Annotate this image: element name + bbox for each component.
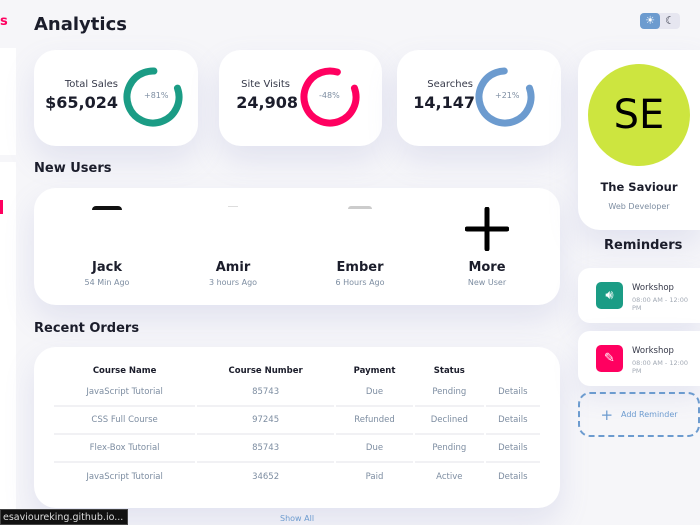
new-users-title: New Users [34, 161, 112, 176]
user-name: Ember [336, 260, 384, 275]
column-header [486, 363, 540, 379]
avatar [348, 206, 372, 209]
table-cell: Pending [415, 435, 484, 463]
details-link[interactable]: Details [485, 435, 540, 463]
recent-orders-title: Recent Orders [34, 321, 140, 336]
table-cell: JavaScript Tutorial [54, 379, 196, 407]
table-cell: CSS Full Course [54, 407, 196, 435]
table-cell: Flex-Box Tutorial [54, 435, 196, 463]
reminder-title: Workshop [632, 283, 674, 293]
details-link[interactable]: Details [485, 407, 540, 435]
status-bar-url: esavioureking.github.io... [0, 509, 129, 525]
add-reminder-label: Add Reminder [621, 410, 678, 419]
reminder-item[interactable]: 🔊︎ Workshop 08:00 AM - 12:00 PM [578, 268, 700, 323]
table-cell: Pending [415, 379, 484, 407]
avatar [228, 206, 238, 207]
table-cell: Declined [415, 407, 484, 435]
table-row: CSS Full Course 97245 Refunded Declined Deta… [54, 407, 540, 435]
orders-table: Course Name Course Number Payment Status Ja… [52, 363, 542, 491]
stat-card-site-visits: Site Visits 24,908 -48% [219, 50, 382, 146]
column-header: Status [433, 366, 465, 376]
plus-icon [465, 207, 509, 251]
stat-value: 24,908 [236, 93, 298, 112]
reminder-time: 08:00 AM - 12:00 PM [632, 359, 689, 375]
table-cell: JavaScript Tutorial [86, 472, 163, 482]
details-link[interactable]: Details [498, 472, 528, 482]
table-cell: Refunded [336, 407, 414, 435]
stat-label: Total Sales [64, 79, 118, 90]
moon-icon: ☾ [665, 14, 675, 27]
stat-value: 14,147 [413, 93, 475, 112]
profile-avatar: SE [588, 64, 690, 166]
user-time: New User [467, 278, 507, 287]
table-cell: Due [336, 379, 414, 407]
reminder-time: 08:00 AM - 12:00 PM [632, 296, 689, 312]
stat-value: $65,024 [45, 93, 118, 112]
sidebar-panel [0, 162, 16, 510]
table-cell: 85743 [197, 379, 334, 407]
sun-icon: ☀ [645, 14, 655, 27]
table-row: JavaScript Tutorial 85743 Due Pending Detail… [54, 379, 540, 407]
reminder-item[interactable]: ✎ Workshop 08:00 AM - 12:00 PM [578, 331, 700, 386]
table-cell: 34652 [252, 472, 280, 482]
stat-percent: +21% [495, 91, 520, 100]
reminder-title: Workshop [632, 346, 674, 356]
stat-card-searches: Searches 14,147 +21% [397, 50, 561, 146]
user-name: More [468, 260, 506, 275]
column-header: Course Number [228, 366, 303, 376]
table-row: Flex-Box Tutorial 85743 Due Pending Details [54, 435, 540, 463]
user-name: Jack [92, 260, 122, 275]
stat-label: Searches [427, 79, 473, 90]
light-mode-button[interactable]: ☀ [640, 13, 660, 29]
plus-icon: + [600, 405, 614, 424]
add-reminder-button[interactable]: + Add Reminder [578, 392, 700, 437]
user-time: 6 Hours Ago [335, 278, 385, 287]
user-time: 3 hours Ago [208, 278, 258, 287]
stat-percent: -48% [319, 91, 340, 100]
user-name: Amir [215, 260, 251, 275]
new-users-card: Jack 54 Min Ago Amir 3 hours Ago Ember 6… [34, 188, 560, 305]
column-header: Payment [353, 366, 396, 376]
table-cell: 97245 [197, 407, 334, 435]
dark-mode-button[interactable]: ☾ [660, 13, 680, 29]
stat-percent: +81% [144, 91, 169, 100]
table-row: JavaScript Tutorial 34652 Paid Active Detail… [54, 463, 540, 491]
reminders-title: Reminders [604, 238, 683, 253]
profile-initials: SE [613, 92, 665, 138]
profile-card: SE The Saviour Web Developer [578, 50, 700, 230]
progress-ring [475, 67, 535, 127]
stat-label: Site Visits [241, 79, 290, 90]
sidebar-panel-top [0, 48, 16, 155]
table-cell: Paid [365, 472, 384, 482]
active-indicator [0, 200, 3, 214]
pencil-icon: ✎ [596, 345, 623, 372]
page-title: Analytics [34, 14, 127, 35]
details-link[interactable]: Details [485, 379, 540, 407]
sidebar-partial-label: s [0, 14, 8, 29]
column-header: Course Name [92, 366, 157, 376]
table-cell: 85743 [197, 435, 334, 463]
profile-role: Web Developer [608, 202, 670, 211]
avatar [92, 206, 122, 210]
progress-ring [300, 67, 360, 127]
theme-toggle[interactable]: ☀ ☾ [640, 13, 680, 29]
user-time: 54 Min Ago [84, 278, 130, 287]
recent-orders-card: Course Name Course Number Payment Status Ja… [34, 347, 560, 508]
progress-ring [123, 67, 183, 127]
volume-icon: 🔊︎ [596, 282, 623, 309]
table-cell: Due [336, 435, 414, 463]
show-all-link[interactable]: Show All [280, 514, 315, 523]
table-cell: Active [436, 472, 463, 482]
profile-name: The Saviour [600, 180, 678, 194]
stat-card-total-sales: Total Sales $65,024 +81% [34, 50, 198, 146]
